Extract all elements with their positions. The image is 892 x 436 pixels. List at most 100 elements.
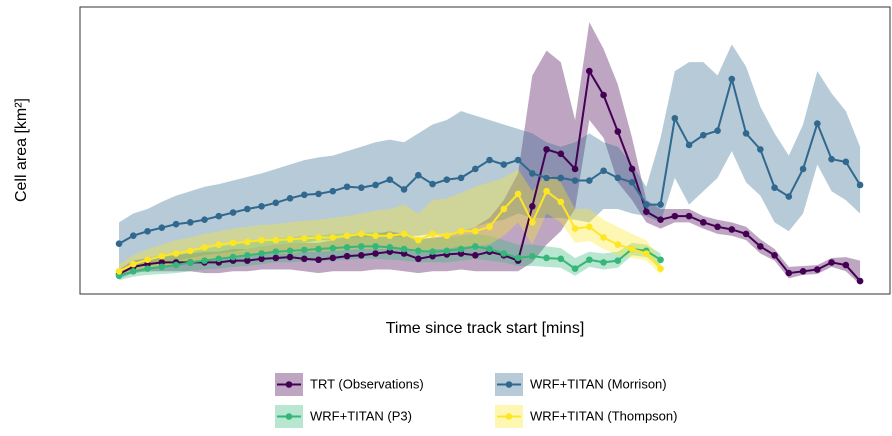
- legend: TRT (Observations) WRF+TITAN (Morrison) WR…: [275, 373, 677, 428]
- point: [529, 252, 536, 260]
- point: [486, 245, 493, 253]
- point: [400, 230, 408, 238]
- point: [657, 201, 664, 208]
- point: [286, 195, 294, 202]
- point: [172, 220, 180, 228]
- point: [158, 224, 166, 232]
- point: [529, 219, 536, 226]
- point: [244, 205, 251, 213]
- legend-key-point: [505, 381, 513, 388]
- point: [301, 191, 308, 199]
- point: [600, 167, 607, 175]
- point: [229, 253, 237, 261]
- point: [700, 131, 707, 139]
- point: [614, 174, 622, 182]
- point: [400, 245, 408, 253]
- point: [129, 268, 137, 275]
- point: [186, 219, 194, 226]
- plot-area: [115, 22, 864, 285]
- point: [472, 243, 479, 250]
- point: [543, 254, 550, 262]
- point: [315, 234, 322, 241]
- point: [144, 256, 151, 264]
- legend-key-point: [285, 413, 293, 420]
- point: [329, 244, 337, 252]
- point: [514, 156, 522, 164]
- point: [628, 245, 636, 253]
- point: [186, 259, 194, 266]
- point: [671, 114, 679, 122]
- point: [529, 170, 536, 177]
- point: [557, 255, 565, 263]
- point: [386, 176, 394, 183]
- point: [643, 201, 650, 208]
- point: [486, 156, 493, 164]
- point: [386, 243, 394, 251]
- point: [172, 261, 180, 269]
- point: [842, 261, 850, 269]
- x-axis-label: Time since track start [mins]: [386, 320, 585, 337]
- point: [557, 174, 565, 182]
- point: [415, 236, 422, 244]
- point: [557, 198, 565, 206]
- point: [443, 247, 451, 255]
- point: [614, 257, 622, 264]
- point: [457, 245, 465, 253]
- point: [215, 241, 223, 248]
- point: [600, 234, 607, 241]
- point: [429, 248, 436, 256]
- point: [129, 260, 137, 268]
- point: [272, 254, 280, 262]
- point: [514, 190, 522, 198]
- point: [472, 227, 479, 235]
- point: [358, 230, 365, 238]
- point: [144, 265, 151, 272]
- point: [272, 248, 280, 256]
- legend-key-point: [505, 413, 513, 420]
- point: [343, 232, 351, 240]
- point: [586, 67, 593, 75]
- point: [757, 243, 764, 250]
- point: [685, 141, 693, 149]
- point: [657, 265, 664, 272]
- point: [315, 190, 322, 198]
- point: [472, 165, 479, 173]
- point: [201, 257, 208, 264]
- point: [714, 223, 721, 231]
- point: [571, 225, 579, 232]
- point: [329, 254, 337, 262]
- point: [172, 250, 180, 257]
- point: [514, 254, 522, 262]
- point: [757, 146, 764, 153]
- point: [244, 257, 251, 264]
- point: [258, 236, 265, 244]
- point: [372, 181, 379, 189]
- point: [543, 174, 550, 182]
- ribbon: [119, 168, 661, 277]
- point: [543, 187, 550, 195]
- point: [529, 203, 536, 210]
- point: [244, 238, 251, 246]
- point: [158, 252, 166, 260]
- point: [229, 209, 237, 216]
- point: [244, 251, 251, 259]
- legend-label: WRF+TITAN (Morrison): [530, 376, 667, 391]
- point: [500, 205, 508, 213]
- point: [258, 250, 265, 257]
- point: [258, 203, 265, 210]
- legend-key-point: [285, 381, 293, 388]
- point: [856, 277, 864, 285]
- point: [429, 180, 436, 188]
- point: [415, 255, 422, 263]
- point: [771, 251, 778, 259]
- point: [543, 146, 550, 153]
- point: [258, 255, 265, 263]
- point: [657, 216, 664, 223]
- point: [358, 243, 365, 250]
- point: [286, 253, 294, 261]
- point: [329, 187, 337, 195]
- point: [785, 269, 793, 277]
- point: [586, 256, 593, 264]
- point: [429, 230, 436, 238]
